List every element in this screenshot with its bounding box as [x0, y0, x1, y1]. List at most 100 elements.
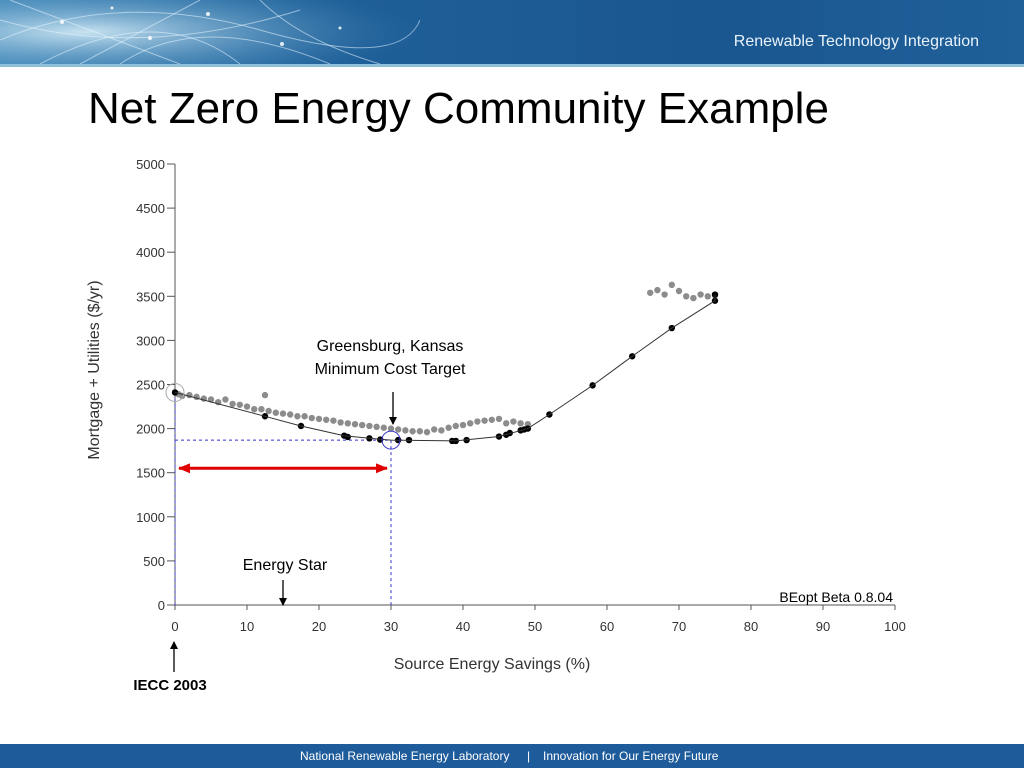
- y-tick-label: 0: [158, 598, 165, 613]
- data-point: [351, 420, 359, 428]
- y-axis-title: Mortgage + Utilities ($/yr): [86, 280, 103, 459]
- guide-lines: [174, 392, 392, 605]
- data-point: [344, 420, 351, 427]
- y-tick-label: 1500: [136, 466, 165, 481]
- scatter-chart: 0500100015002000250030003500400045005000…: [86, 157, 906, 694]
- data-point: [683, 293, 690, 300]
- data-point: [495, 415, 503, 423]
- data-point: [647, 289, 654, 296]
- data-point: [315, 415, 323, 423]
- data-point: [452, 422, 459, 430]
- data-point: [423, 428, 431, 436]
- x-tick-label: 80: [744, 619, 758, 634]
- y-tick-label: 3000: [136, 333, 165, 348]
- data-point: [243, 403, 251, 410]
- data-point: [503, 420, 510, 427]
- data-point: [690, 294, 697, 302]
- footer-separator: |: [527, 749, 531, 763]
- data-point: [510, 418, 517, 425]
- x-tick-label: 70: [672, 619, 686, 634]
- x-tick-label: 30: [384, 619, 398, 634]
- footer-tagline: Innovation for Our Energy Future: [543, 749, 719, 763]
- data-point: [251, 405, 258, 413]
- data-point: [261, 391, 269, 399]
- header-subtitle: Renewable Technology Integration: [733, 33, 979, 50]
- footer-org: National Renewable Energy Laboratory: [300, 749, 510, 763]
- data-point: [265, 407, 272, 415]
- x-tick-label: 90: [816, 619, 830, 634]
- data-point: [294, 413, 301, 420]
- chart-labels: Greensburg, Kansas Minimum Cost Target Ene…: [133, 338, 893, 694]
- iecc-label: IECC 2003: [133, 677, 206, 694]
- data-point: [359, 421, 366, 429]
- data-point: [474, 418, 481, 425]
- data-point: [675, 287, 683, 295]
- baseline-highlight-circle: [165, 382, 185, 402]
- x-tick-label: 50: [528, 619, 542, 634]
- data-point: [416, 428, 423, 435]
- slide-title: Net Zero Energy Community Example: [88, 84, 829, 133]
- y-tick-label: 4000: [136, 245, 165, 260]
- y-tick-label: 5000: [136, 157, 165, 172]
- data-point: [323, 416, 330, 423]
- header-divider: [0, 64, 1024, 67]
- x-tick-label: 20: [312, 619, 326, 634]
- x-tick-label: 100: [884, 619, 906, 634]
- energy-star-label: Energy Star: [243, 557, 328, 574]
- data-point: [704, 293, 711, 300]
- y-tick-label: 2000: [136, 422, 165, 437]
- data-point: [330, 417, 337, 424]
- data-point: [395, 426, 402, 433]
- data-point: [272, 409, 279, 416]
- beopt-version-label: BEopt Beta 0.8.04: [779, 589, 893, 605]
- data-point: [697, 291, 704, 298]
- data-point: [229, 400, 236, 408]
- data-point: [373, 423, 380, 431]
- data-point: [506, 429, 513, 437]
- cost-curve-line: [174, 294, 716, 442]
- data-point: [661, 291, 668, 298]
- header-banner: Renewable Technology Integration: [0, 0, 1024, 64]
- chart-axes: 0500100015002000250030003500400045005000…: [86, 157, 906, 673]
- chart-series: [171, 281, 719, 445]
- data-point: [222, 396, 229, 403]
- data-point: [459, 421, 467, 429]
- chart-overlays: [165, 382, 401, 672]
- x-tick-label: 0: [171, 619, 178, 634]
- data-point: [236, 401, 243, 408]
- y-tick-label: 2500: [136, 378, 165, 393]
- x-tick-label: 40: [456, 619, 470, 634]
- greensburg-label-line1: Greensburg, Kansas: [317, 338, 464, 355]
- min-cost-highlight-circle: [381, 430, 401, 450]
- y-tick-label: 4500: [136, 201, 165, 216]
- data-point: [488, 416, 495, 423]
- data-point: [380, 424, 387, 431]
- data-point: [668, 281, 675, 289]
- data-point: [467, 420, 474, 427]
- x-axis-title: Source Energy Savings (%): [394, 656, 591, 673]
- data-point: [438, 427, 445, 434]
- data-point: [654, 286, 661, 294]
- globe-graphic: [0, 0, 420, 64]
- y-tick-label: 3500: [136, 289, 165, 304]
- x-tick-label: 10: [240, 619, 254, 634]
- data-point: [287, 411, 294, 418]
- data-point: [387, 425, 395, 432]
- x-tick-label: 60: [600, 619, 614, 634]
- data-point: [366, 422, 373, 430]
- data-point: [445, 424, 452, 431]
- data-point: [431, 426, 438, 433]
- greensburg-label-line2: Minimum Cost Target: [315, 361, 466, 378]
- data-point: [258, 405, 265, 413]
- data-point: [301, 413, 308, 420]
- data-point: [402, 427, 409, 434]
- y-tick-label: 500: [143, 554, 165, 569]
- data-point: [517, 420, 524, 427]
- data-point: [524, 420, 531, 428]
- y-tick-label: 1000: [136, 510, 165, 525]
- footer-bar: National Renewable Energy Laboratory | I…: [0, 744, 1024, 768]
- data-point: [279, 410, 287, 417]
- data-point: [308, 414, 315, 422]
- data-point: [409, 428, 416, 435]
- data-point: [344, 433, 351, 441]
